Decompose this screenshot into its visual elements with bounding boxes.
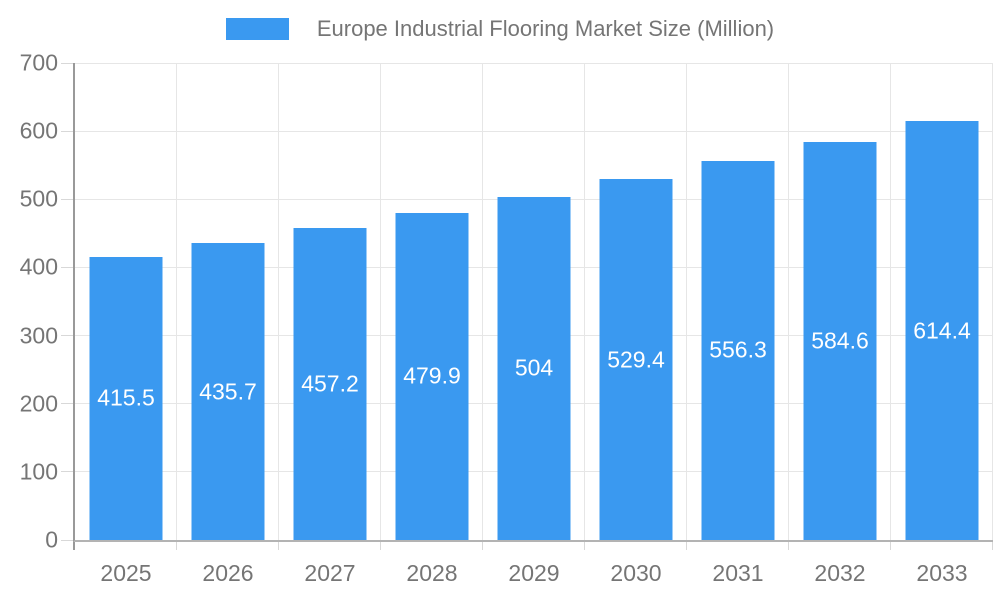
x-tick-label-2026: 2026 <box>202 560 254 586</box>
y-tick-100 <box>61 471 73 473</box>
x-tick-7 <box>788 542 789 550</box>
bar-2032[interactable]: 584.6 <box>803 141 877 540</box>
y-tick-label-200: 200 <box>19 390 58 417</box>
h-gridline-700 <box>75 62 993 64</box>
x-tick-4 <box>481 542 483 550</box>
y-tick-500 <box>61 198 73 200</box>
x-tick-label-2031: 2031 <box>712 560 764 586</box>
v-gridline-7 <box>788 63 789 540</box>
legend-swatch <box>225 18 289 41</box>
bar-value-label-2027: 457.2 <box>301 370 359 397</box>
bar-value-label-2025: 415.5 <box>97 384 155 411</box>
x-tick-5 <box>584 542 585 550</box>
bar-2030[interactable]: 529.4 <box>599 179 673 540</box>
y-tick-label-500: 500 <box>19 185 58 212</box>
bar-value-label-2033: 614.4 <box>913 317 971 344</box>
y-tick-label-0: 0 <box>45 526 58 553</box>
x-tick-label-2032: 2032 <box>814 560 866 586</box>
x-axis-labels: 2025 2026 2027 2028 2029 2030 2031 2032 2033 <box>75 560 993 590</box>
v-gridline-1 <box>175 63 177 540</box>
x-tick-8 <box>889 542 891 550</box>
h-gridline-600 <box>75 130 993 132</box>
plot-area: 415.5 435.7 457.2 479.9 504 529.4 556.3 584.6 61… <box>61 62 993 550</box>
bar-2027[interactable]: 457.2 <box>293 228 367 540</box>
bar-value-label-2030: 529.4 <box>607 346 665 373</box>
y-tick-label-600: 600 <box>19 117 58 144</box>
legend-label: Europe Industrial Flooring Market Size (… <box>316 16 775 41</box>
x-tick-2 <box>277 542 279 550</box>
x-tick-6 <box>685 542 687 550</box>
x-tick-label-2028: 2028 <box>406 560 458 586</box>
v-gridline-8 <box>889 63 891 540</box>
x-tick-label-2025: 2025 <box>100 560 152 586</box>
bar-value-label-2028: 479.9 <box>403 362 461 389</box>
y-tick-400 <box>61 266 73 268</box>
y-tick-0 <box>61 539 73 541</box>
bar-value-label-2031: 556.3 <box>709 336 767 363</box>
v-gridline-3 <box>379 63 381 540</box>
chart-legend[interactable]: Europe Industrial Flooring Market Size (… <box>0 16 1000 42</box>
bar-2025[interactable]: 415.5 <box>89 256 163 540</box>
v-gridline-2 <box>277 63 279 540</box>
bar-2033[interactable]: 614.4 <box>905 121 979 540</box>
x-tick-label-2033: 2033 <box>916 560 968 586</box>
x-tick-9 <box>992 542 993 550</box>
bar-value-label-2032: 584.6 <box>811 327 869 354</box>
y-axis-labels: 0 100 200 300 400 500 600 700 <box>0 50 58 553</box>
y-tick-700 <box>61 62 73 64</box>
y-tick-label-100: 100 <box>19 458 58 485</box>
y-tick-200 <box>61 403 73 405</box>
y-tick-600 <box>61 130 73 132</box>
bar-2026[interactable]: 435.7 <box>191 243 265 540</box>
x-tick-label-2029: 2029 <box>508 560 560 586</box>
y-tick-label-300: 300 <box>19 322 58 349</box>
y-tick-label-700: 700 <box>19 49 58 76</box>
x-tick-label-2030: 2030 <box>610 560 662 586</box>
v-gridline-6 <box>685 63 687 540</box>
bar-value-label-2026: 435.7 <box>199 378 257 405</box>
v-gridline-4 <box>481 63 483 540</box>
v-gridline-5 <box>584 63 585 540</box>
x-tick-3 <box>379 542 381 550</box>
x-tick-1 <box>175 542 177 550</box>
y-tick-label-400: 400 <box>19 253 58 280</box>
bar-2029[interactable]: 504 <box>497 196 571 540</box>
bar-value-label-2029: 504 <box>514 354 554 381</box>
x-tick-label-2027: 2027 <box>304 560 356 586</box>
bar-2031[interactable]: 556.3 <box>701 160 775 540</box>
v-gridline-9 <box>992 63 993 540</box>
bar-2028[interactable]: 479.9 <box>395 212 469 540</box>
x-tick-0 <box>73 542 75 550</box>
y-tick-300 <box>61 335 73 337</box>
